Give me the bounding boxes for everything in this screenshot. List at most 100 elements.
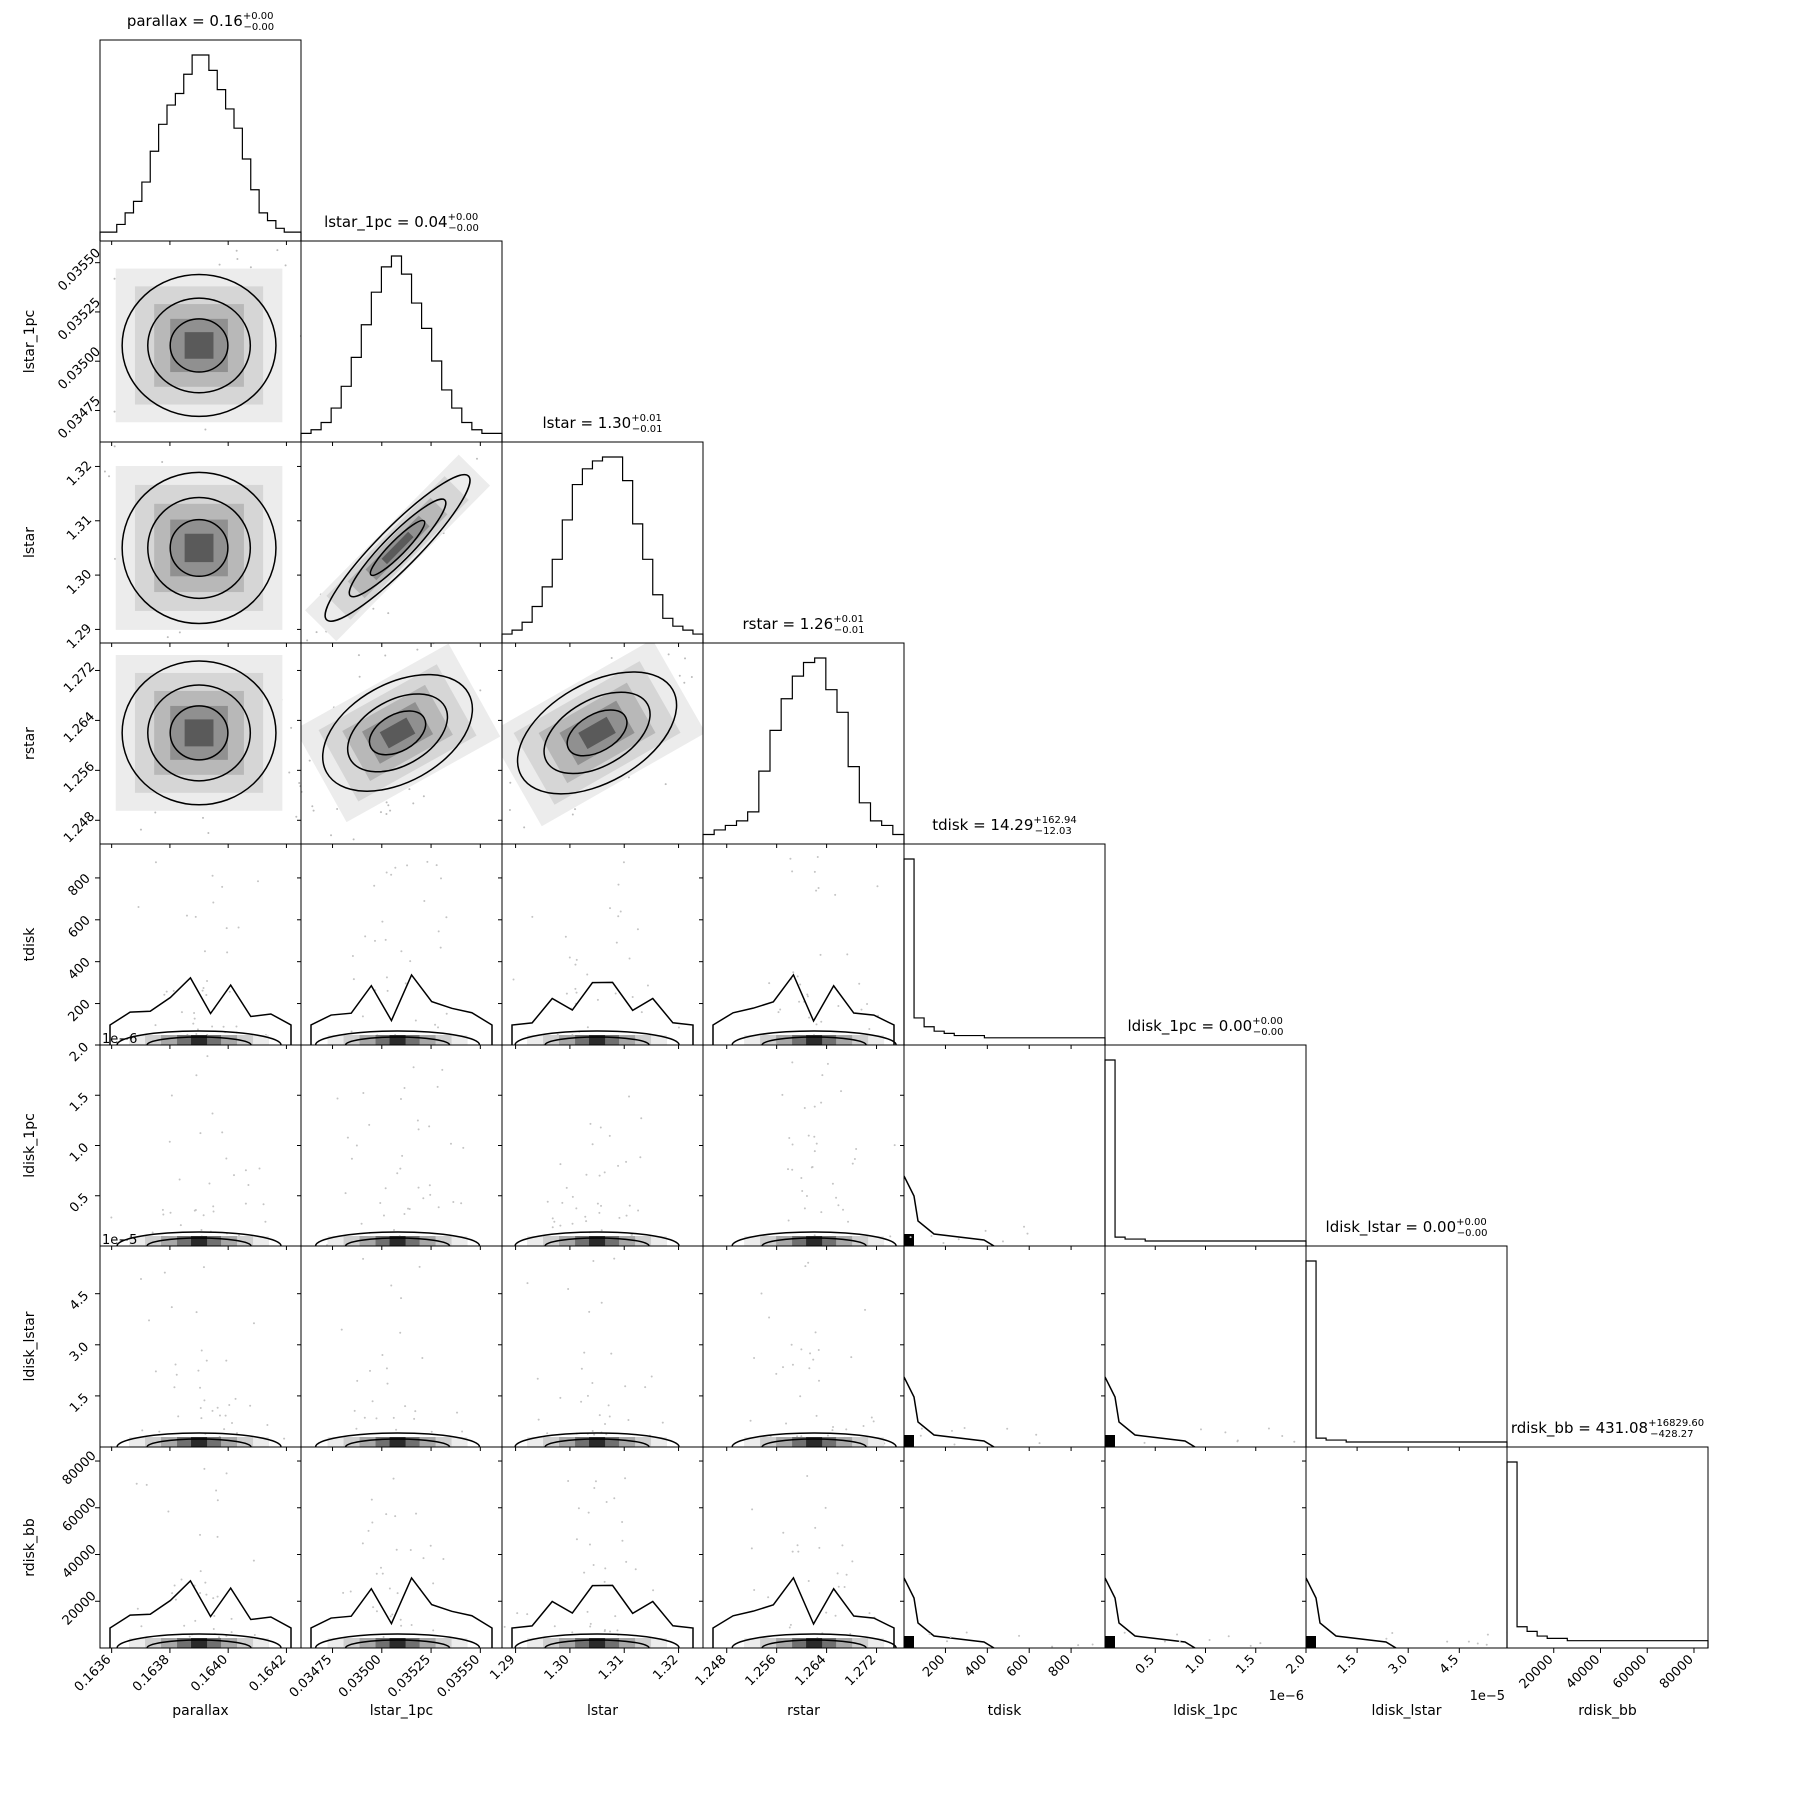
scatter-point bbox=[298, 641, 300, 643]
scatter-point bbox=[392, 1416, 395, 1419]
scatter-point bbox=[591, 1143, 594, 1146]
scatter-point bbox=[385, 812, 388, 815]
title-sub: −0.01 bbox=[834, 625, 865, 636]
density-level-4 bbox=[184, 533, 214, 563]
y-tick-label-ldisk_lstar: 4.5 bbox=[67, 1289, 92, 1314]
density-peak bbox=[904, 1234, 914, 1246]
scatter-point bbox=[596, 998, 599, 1001]
scatter-point bbox=[384, 654, 387, 657]
density-blocks bbox=[115, 268, 283, 423]
scatter-point bbox=[942, 1242, 945, 1245]
scatter-point bbox=[406, 864, 409, 867]
scatter-point bbox=[386, 1382, 389, 1385]
scatter-point bbox=[799, 983, 802, 986]
contour-inner bbox=[146, 1639, 252, 1648]
scatter-point bbox=[650, 1375, 653, 1378]
title-tdisk: tdisk = 14.29+162.94 −12.03 bbox=[932, 815, 1077, 837]
scatter-point bbox=[96, 552, 98, 554]
scatter-point bbox=[824, 1506, 827, 1509]
y-tick-label-rdisk_bb: 40000 bbox=[60, 1542, 100, 1582]
scatter-point bbox=[385, 1513, 388, 1516]
scatter-point bbox=[509, 781, 512, 784]
y-tick-label-ldisk_1pc: 1.0 bbox=[67, 1140, 92, 1165]
scatter-point bbox=[791, 1061, 794, 1064]
scatter-point bbox=[371, 1521, 374, 1524]
density-peak bbox=[1105, 1636, 1115, 1648]
scatter-point bbox=[565, 1186, 568, 1189]
contour-outer bbox=[314, 1030, 481, 1045]
scatter-point bbox=[414, 1410, 417, 1413]
axes-frame bbox=[501, 1044, 704, 1247]
contour-outer bbox=[731, 1030, 897, 1045]
y-tick-label-ldisk_1pc: 1.5 bbox=[67, 1090, 92, 1115]
scatter-point bbox=[199, 1570, 202, 1573]
y-tick-label-rdisk_bb: 80000 bbox=[60, 1449, 100, 1489]
scatter-point bbox=[516, 1612, 519, 1615]
scatter-point bbox=[244, 1169, 247, 1172]
scatter-point bbox=[170, 1306, 173, 1309]
panel-ldisk_1pc-vs-ldisk_lstar bbox=[1104, 1245, 1307, 1448]
scatter-point bbox=[231, 1422, 234, 1425]
scatter-point bbox=[388, 1587, 391, 1590]
scatter-point bbox=[587, 1511, 590, 1514]
scatter-point bbox=[930, 1234, 933, 1237]
scatter-point bbox=[154, 1024, 157, 1027]
scatter-point bbox=[364, 935, 367, 938]
scatter-point bbox=[199, 1533, 202, 1536]
scatter-point bbox=[412, 802, 415, 805]
contour-inner bbox=[761, 1639, 867, 1648]
scatter-point bbox=[408, 788, 411, 791]
scatter-point bbox=[141, 1429, 144, 1432]
scatter-point bbox=[253, 1633, 256, 1636]
scatter-point bbox=[400, 950, 403, 953]
y-tick-label-lstar: 1.29 bbox=[64, 621, 95, 652]
contour-outer bbox=[514, 1432, 680, 1447]
scatter-point bbox=[371, 1400, 374, 1403]
scatter-point bbox=[526, 1613, 529, 1616]
scatter-point bbox=[412, 1066, 415, 1069]
scatter-point bbox=[235, 249, 238, 252]
scatter-point bbox=[401, 1154, 404, 1157]
scatter-point bbox=[807, 1579, 810, 1582]
scatter-point bbox=[262, 1203, 265, 1206]
contour-tail bbox=[1105, 1577, 1196, 1648]
scatter-point bbox=[600, 1204, 603, 1207]
scatter-point bbox=[195, 1311, 198, 1314]
contour-0 bbox=[321, 673, 474, 792]
scatter-point bbox=[1006, 1427, 1009, 1430]
scatter-point bbox=[600, 1301, 603, 1304]
scatter-point bbox=[588, 1310, 591, 1313]
scatter-point bbox=[617, 915, 620, 918]
scatter-point bbox=[399, 1618, 402, 1621]
scatter-point bbox=[205, 994, 208, 997]
scatter-point bbox=[696, 639, 698, 641]
scatter-point bbox=[853, 1157, 856, 1160]
scatter-point bbox=[806, 993, 809, 996]
scatter-point bbox=[196, 1028, 199, 1031]
title-ldisk_1pc: ldisk_1pc = 0.00+0.00 −0.00 bbox=[1128, 1016, 1284, 1038]
contour-outer bbox=[314, 1432, 481, 1447]
scatter-point bbox=[232, 1174, 235, 1177]
axes-frame bbox=[99, 1446, 302, 1649]
scatter-point bbox=[207, 831, 210, 834]
scatter-point bbox=[546, 848, 548, 850]
scatter-point bbox=[814, 1331, 817, 1334]
scatter-point bbox=[475, 457, 478, 460]
scatter-point bbox=[819, 953, 822, 956]
scatter-point bbox=[1199, 1428, 1202, 1431]
scatter-point bbox=[613, 1497, 616, 1500]
hist-panel-rstar: rstar = 1.26+0.01 −0.01 bbox=[702, 614, 905, 845]
scatter-point bbox=[618, 1216, 621, 1219]
scatter-point bbox=[586, 973, 589, 976]
density-blocks bbox=[115, 466, 283, 630]
scatter-point bbox=[110, 1216, 113, 1219]
density-level-4 bbox=[578, 716, 616, 750]
title-sup: +0.01 bbox=[833, 614, 864, 625]
scatter-point bbox=[385, 1367, 388, 1370]
hist-panel-ldisk_lstar: ldisk_lstar = 0.00+0.00 −0.00 bbox=[1305, 1217, 1508, 1448]
scatter-point bbox=[652, 1589, 655, 1592]
scatter-point bbox=[628, 1095, 631, 1098]
panel-parallax-vs-lstar bbox=[96, 441, 302, 644]
scatter-point bbox=[1018, 1634, 1021, 1637]
scatter-point bbox=[589, 1622, 592, 1625]
